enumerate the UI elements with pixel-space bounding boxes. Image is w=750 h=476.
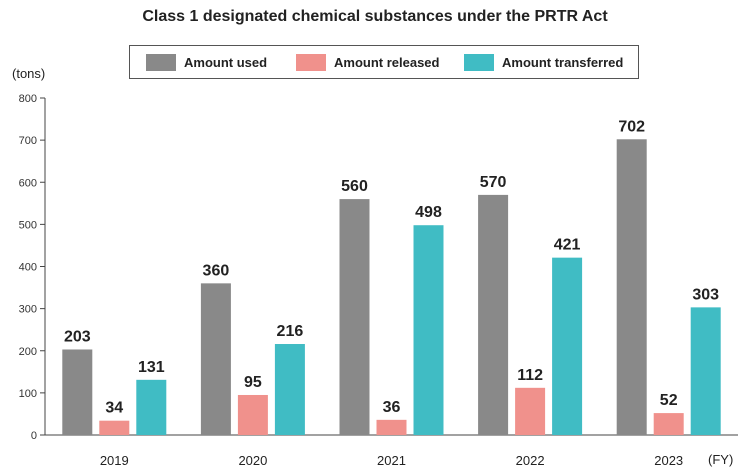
data-label-amount-released: 36: [383, 399, 401, 416]
data-label-amount-used: 203: [64, 328, 91, 345]
y-tick-label: 800: [19, 93, 37, 105]
bar-amount-transferred: [413, 225, 444, 435]
data-label-amount-transferred: 303: [692, 286, 719, 303]
legend-item-amount-transferred: Amount transferred: [464, 53, 623, 71]
legend-label-amount-used: Amount used: [184, 54, 268, 70]
data-label-amount-released: 34: [105, 400, 123, 417]
data-label-amount-released: 112: [517, 367, 543, 384]
bar-amount-used: [62, 349, 93, 435]
data-label-amount-used: 702: [618, 118, 645, 135]
y-tick-label: 300: [19, 304, 37, 316]
bar-amount-used: [616, 139, 647, 435]
y-axis-unit-label: (tons): [12, 66, 46, 81]
bar-amount-released: [237, 394, 268, 435]
x-tick-label: 2022: [516, 453, 545, 468]
data-label-amount-transferred: 498: [415, 204, 442, 221]
data-label-amount-used: 570: [480, 174, 507, 191]
bar-amount-released: [515, 387, 546, 435]
legend-label-amount-released: Amount released: [334, 54, 440, 70]
bar-amount-released: [99, 420, 130, 435]
x-axis-unit-label: (FY): [708, 452, 734, 467]
bar-amount-released: [376, 419, 407, 435]
data-label-amount-released: 95: [244, 374, 262, 391]
legend-swatch-amount-released: [296, 53, 326, 71]
bar-amount-used: [478, 194, 509, 435]
y-tick-label: 600: [19, 177, 37, 189]
bar-amount-used: [339, 199, 370, 435]
data-label-amount-used: 360: [203, 262, 230, 279]
data-label-amount-released: 52: [660, 392, 678, 409]
bar-amount-used: [200, 283, 231, 435]
y-tick-label: 500: [19, 219, 37, 231]
x-tick-label: 2019: [100, 453, 129, 468]
bar-amount-released: [653, 413, 684, 435]
y-tick-label: 400: [19, 262, 37, 274]
data-label-amount-transferred: 421: [554, 237, 581, 254]
y-tick-label: 0: [31, 430, 37, 442]
legend-label-amount-transferred: Amount transferred: [502, 54, 624, 70]
legend-item-amount-released: Amount released: [296, 53, 439, 71]
y-tick-label: 100: [19, 388, 37, 400]
data-label-amount-transferred: 131: [138, 359, 165, 376]
legend-swatch-amount-used: [146, 53, 176, 71]
x-tick-label: 2020: [238, 453, 267, 468]
bar-amount-transferred: [690, 307, 721, 435]
chart-title: Class 1 designated chemical substances u…: [142, 8, 608, 25]
legend-swatch-amount-transferred: [464, 53, 494, 71]
bar-amount-transferred: [552, 257, 583, 435]
bar-amount-transferred: [274, 344, 305, 435]
chart-legend: Amount used Amount released Amount trans…: [129, 45, 639, 79]
x-tick-label: 2023: [654, 453, 683, 468]
x-tick-label: 2021: [377, 453, 406, 468]
data-label-amount-transferred: 216: [277, 323, 304, 340]
y-tick-label: 700: [19, 135, 37, 147]
y-tick-label: 200: [19, 346, 37, 358]
bar-amount-transferred: [136, 379, 167, 435]
data-label-amount-used: 560: [341, 178, 368, 195]
legend-item-amount-used: Amount used: [146, 53, 267, 71]
